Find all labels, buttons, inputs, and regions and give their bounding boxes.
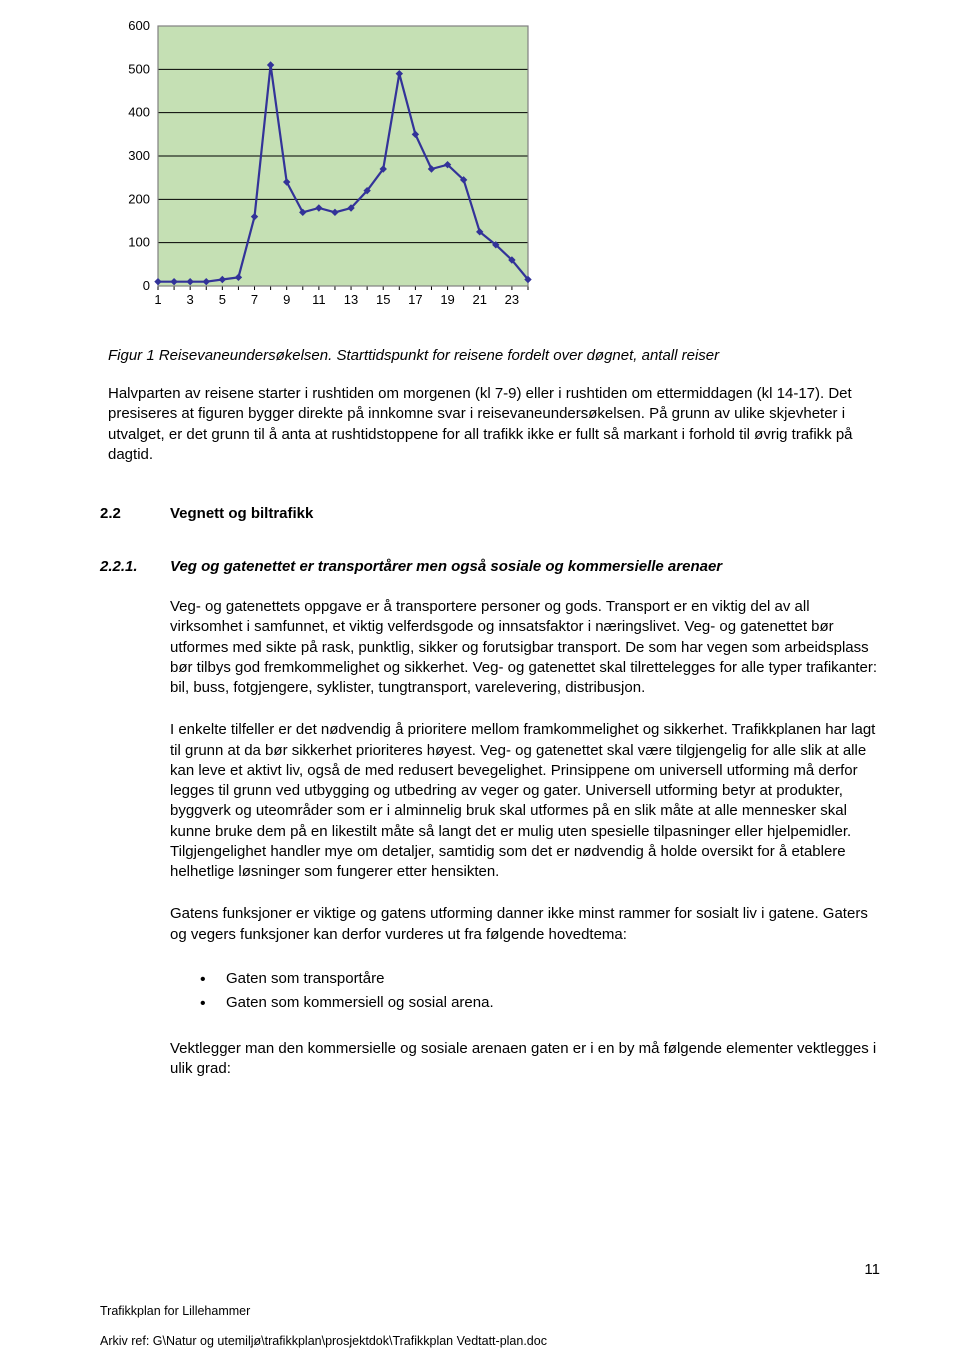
footer-archive-ref: Arkiv ref: G\Natur og utemiljø\trafikkpl… — [100, 1334, 880, 1348]
footer-title: Trafikkplan for Lillehammer — [100, 1304, 880, 1318]
svg-text:13: 13 — [344, 292, 358, 307]
svg-text:0: 0 — [143, 278, 150, 293]
svg-text:11: 11 — [312, 292, 326, 307]
bullet-list: Gaten som transportåre Gaten som kommers… — [200, 967, 880, 1015]
list-item: Gaten som transportåre — [200, 967, 880, 991]
list-item: Gaten som kommersiell og sosial arena. — [200, 991, 880, 1015]
caption-followup-paragraph: Halvparten av reisene starter i rushtide… — [108, 384, 880, 465]
svg-text:15: 15 — [376, 292, 390, 307]
body-paragraph: Veg- og gatenettets oppgave er å transpo… — [170, 597, 880, 698]
svg-text:500: 500 — [128, 61, 150, 76]
svg-text:200: 200 — [128, 191, 150, 206]
svg-text:7: 7 — [251, 292, 258, 307]
subsection-heading: 2.2.1.Veg og gatenettet er transportårer… — [100, 558, 880, 575]
subsection-number: 2.2.1. — [100, 558, 170, 575]
chart-svg: 01002003004005006001357911131517192123 — [108, 18, 538, 318]
subsection-title: Veg og gatenettet er transportårer men o… — [170, 558, 722, 575]
section-heading: 2.2Vegnett og biltrafikk — [100, 505, 880, 522]
page-footer: Trafikkplan for Lillehammer Arkiv ref: G… — [100, 1304, 880, 1348]
svg-text:23: 23 — [505, 292, 519, 307]
section-title: Vegnett og biltrafikk — [170, 505, 313, 522]
svg-text:19: 19 — [440, 292, 454, 307]
figure-caption: Figur 1 Reisevaneundersøkelsen. Starttid… — [108, 347, 880, 364]
traffic-chart: 01002003004005006001357911131517192123 — [108, 18, 880, 323]
svg-text:17: 17 — [408, 292, 422, 307]
page-number: 11 — [864, 1261, 880, 1278]
svg-text:400: 400 — [128, 105, 150, 120]
svg-text:100: 100 — [128, 235, 150, 250]
svg-text:300: 300 — [128, 148, 150, 163]
svg-text:600: 600 — [128, 18, 150, 33]
body-paragraph: Gatens funksjoner er viktige og gatens u… — [170, 904, 880, 945]
body-paragraph: I enkelte tilfeller er det nødvendig å p… — [170, 720, 880, 882]
svg-text:1: 1 — [154, 292, 161, 307]
svg-text:3: 3 — [187, 292, 194, 307]
body-paragraph: Vektlegger man den kommersielle og sosia… — [170, 1039, 880, 1080]
svg-text:5: 5 — [219, 292, 226, 307]
section-number: 2.2 — [100, 505, 170, 522]
svg-text:21: 21 — [473, 292, 487, 307]
svg-text:9: 9 — [283, 292, 290, 307]
